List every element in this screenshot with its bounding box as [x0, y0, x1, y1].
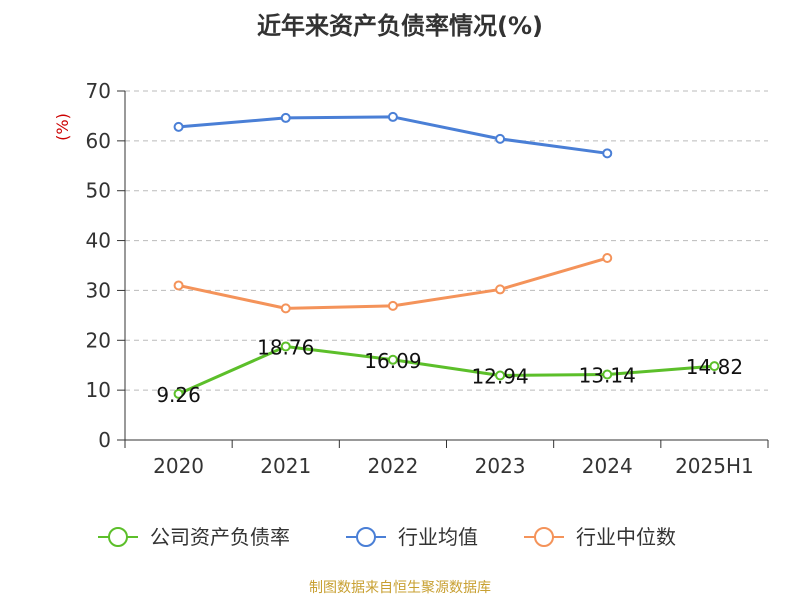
data-point[interactable]	[602, 253, 613, 264]
data-label: 9.26	[156, 383, 201, 407]
legend-marker-icon	[108, 527, 128, 547]
data-point[interactable]	[387, 354, 398, 365]
data-label: 18.76	[257, 335, 314, 359]
legend-marker-icon	[534, 527, 554, 547]
x-tick-label: 2022	[367, 454, 418, 478]
data-point[interactable]	[173, 280, 184, 291]
y-tick-label: 20	[86, 328, 111, 352]
grid-lines	[125, 90, 768, 391]
y-tick-label: 60	[86, 129, 111, 153]
legend-marker-icon	[356, 527, 376, 547]
y-axis-unit-label: (%)	[53, 113, 72, 141]
x-tick-label: 2023	[475, 454, 526, 478]
y-tick-label: 30	[86, 278, 111, 302]
legend-label: 行业中位数	[576, 525, 676, 549]
data-point[interactable]	[173, 121, 184, 132]
legend-item[interactable]: 公司资产负债率	[98, 525, 290, 549]
legend-label: 行业均值	[398, 525, 478, 549]
data-label: 14.82	[686, 355, 743, 379]
data-point[interactable]	[495, 133, 506, 144]
series-line	[177, 344, 716, 396]
legend-item[interactable]: 行业均值	[346, 525, 478, 549]
data-point[interactable]	[495, 370, 506, 381]
x-tick-label: 2025H1	[675, 454, 754, 478]
data-point[interactable]	[387, 300, 398, 311]
source-note: 制图数据来自恒生聚源数据库	[309, 580, 491, 596]
data-point[interactable]	[602, 148, 613, 159]
data-point[interactable]	[280, 341, 291, 352]
data-point[interactable]	[495, 284, 506, 295]
series-lines	[173, 111, 720, 399]
chart-title: 近年来资产负债率情况(%)	[257, 12, 543, 40]
y-tick-label: 70	[86, 79, 111, 103]
series-line	[177, 115, 609, 155]
data-point[interactable]	[280, 303, 291, 314]
data-point[interactable]	[173, 388, 184, 399]
data-point[interactable]	[280, 112, 291, 123]
series-line	[177, 256, 609, 310]
data-label: 12.94	[471, 364, 528, 388]
legend-label: 公司资产负债率	[150, 525, 290, 549]
data-label: 13.14	[579, 363, 636, 387]
legend: 公司资产负债率 行业均值 行业中位数	[98, 525, 676, 549]
y-tick-label: 0	[98, 428, 111, 452]
y-tick-label: 40	[86, 229, 111, 253]
x-tick-label: 2020	[153, 454, 204, 478]
legend-item[interactable]: 行业中位数	[524, 525, 676, 549]
x-tick-label: 2021	[260, 454, 311, 478]
axes: 0 10 20 30 40 50 60 70 2020 2021 2022 2023 2024 2025H…	[86, 79, 769, 478]
y-tick-label: 50	[86, 179, 111, 203]
y-tick-label: 10	[86, 378, 111, 402]
data-point[interactable]	[602, 369, 613, 380]
data-label: 16.09	[364, 349, 421, 373]
data-point[interactable]	[709, 361, 720, 372]
x-tick-label: 2024	[582, 454, 633, 478]
data-point[interactable]	[387, 111, 398, 122]
data-labels: 9.26 18.76 16.09 12.94 13.14 14.82	[156, 335, 743, 406]
